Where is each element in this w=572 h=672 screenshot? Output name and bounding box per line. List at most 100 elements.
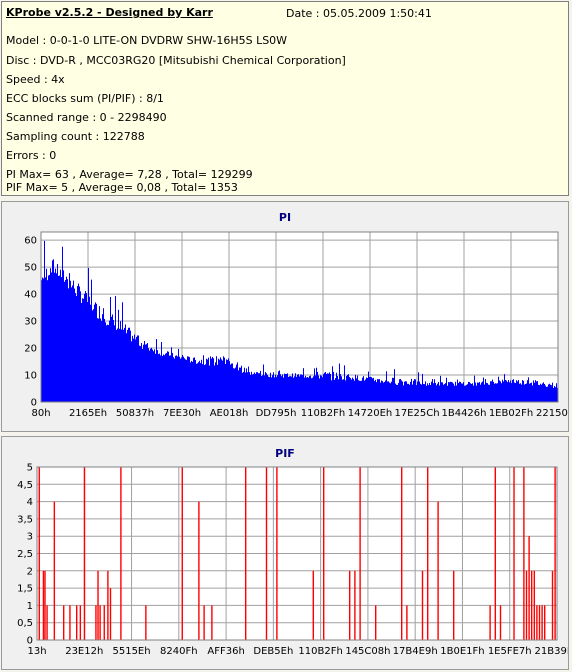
pi-bar [65,280,66,402]
pi-bar [375,379,376,402]
pi-bar [386,371,387,402]
pi-chart: 0 10 20 30 40 50 60 80h 2165Eh 50837h 7EE30h AE018h… [24,231,568,419]
pi-bar [434,379,435,402]
pi-bar [167,351,168,402]
pi-bar [145,344,146,402]
info-pif-stats: PIF Max= 5 , Average= 0,08 , Total= 1353 [6,181,238,194]
pi-bar [545,385,546,402]
pi-bar [274,377,275,402]
pi-bar [267,374,268,402]
pif-bar [528,536,530,640]
info-panel: KProbe v2.5.2 - Designed by Karr Date : … [1,1,569,196]
pi-bar [124,327,125,402]
pi-bar [342,379,343,402]
pi-bar [170,355,171,402]
pi-bar [494,383,495,402]
pi-bar [322,377,323,402]
pi-bar [305,375,306,402]
pi-bar [506,380,507,402]
pi-bar [213,358,214,402]
pi-bar [364,380,365,402]
pi-bar [110,297,111,402]
pi-bar [307,377,308,402]
pif-xtick-label: 13h [27,646,46,657]
pi-bar [376,382,377,402]
pi-bar [217,364,218,402]
pi-bar [211,358,212,402]
pi-bar [251,371,252,402]
pi-bar [176,355,177,402]
pi-bar [354,380,355,402]
pi-bar [502,379,503,402]
pi-bar [115,295,116,402]
pi-bar [216,356,217,402]
pi-chart-title: PI [278,211,292,224]
pif-bar [513,467,515,640]
pif-bar [69,605,71,640]
pi-bar [381,380,382,402]
pi-bar [329,372,330,402]
pi-bar [86,293,87,402]
pi-bar [155,353,156,402]
pi-bar [87,302,88,402]
pi-bar [421,384,422,402]
pi-bar [225,363,226,402]
pi-bar [210,356,211,402]
pi-bar [308,377,309,402]
pi-bar [334,379,335,402]
pi-bar [146,344,147,402]
pi-bar [193,357,194,402]
pi-bar [156,339,157,402]
pi-bar [324,372,325,402]
pi-bar [432,379,433,402]
pi-bar [309,376,310,402]
pi-bar [214,365,215,402]
pi-bar [276,377,277,402]
pi-bar [259,373,260,402]
pi-bar [257,372,258,402]
pi-bar [366,377,367,402]
pi-bar [279,370,280,402]
pi-bar [252,374,253,402]
pi-series [41,240,558,402]
pi-bar [175,355,176,402]
pi-bar [345,380,346,402]
pi-ytick-label: 60 [24,236,37,247]
pi-bar [443,384,444,402]
pi-bar [263,364,264,402]
pi-bar [270,372,271,402]
pi-bar [300,374,301,402]
pi-bar [503,381,504,402]
pi-bar [551,385,552,402]
pi-bar [340,374,341,402]
pi-bar [444,383,445,402]
pi-bar [483,377,484,402]
pif-bar [76,605,78,640]
pi-bar [277,375,278,402]
pif-bar [437,501,439,640]
pi-bar [52,260,53,402]
pi-bar [197,363,198,402]
pi-bar [244,367,245,402]
pi-bar [394,369,395,402]
pif-ytick-label: 1 [27,601,33,612]
pif-bar [99,605,101,640]
pi-bar [380,382,381,402]
pi-bar [501,383,502,402]
pif-bar [551,570,554,640]
pi-bar [493,381,494,402]
pif-xtick-label: 23E12h [65,646,103,657]
pi-bar [413,380,414,402]
pi-bar [236,364,237,402]
pi-bar [222,360,223,402]
pi-bar [157,350,158,402]
pif-bar [120,467,122,640]
pi-bar [367,378,368,402]
pi-bar [338,379,339,402]
pi-bar [48,275,49,402]
pi-bar [357,375,358,402]
pi-bar [148,348,149,402]
pi-bar [372,378,373,402]
pi-bar [228,358,229,402]
pi-bar [531,382,532,402]
